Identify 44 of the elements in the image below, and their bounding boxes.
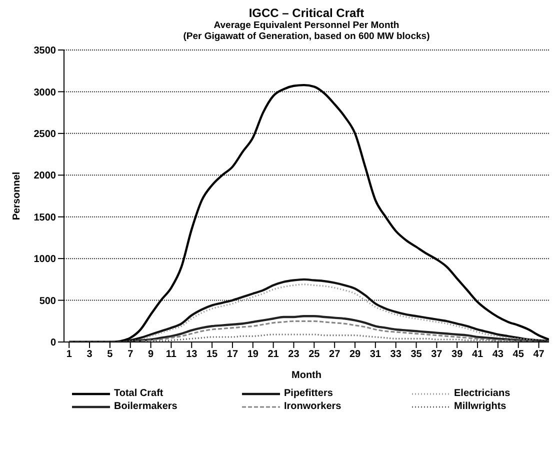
legend-label: Pipefitters bbox=[284, 388, 333, 399]
x-tick-label: 29 bbox=[349, 349, 361, 360]
legend-label: Millwrights bbox=[454, 401, 506, 412]
x-tick-label: 39 bbox=[452, 349, 464, 360]
legend-label: Electricians bbox=[454, 388, 510, 399]
y-tick-label: 3000 bbox=[34, 87, 56, 98]
x-tick-label: 7 bbox=[128, 349, 134, 360]
x-tick-label: 23 bbox=[288, 349, 300, 360]
y-tick-label: 1500 bbox=[34, 212, 56, 224]
x-tick-label: 47 bbox=[533, 349, 545, 360]
x-tick-label: 21 bbox=[268, 349, 280, 360]
x-tick-label: 9 bbox=[148, 349, 154, 360]
x-tick-label: 45 bbox=[512, 349, 524, 360]
line-series bbox=[68, 334, 549, 342]
x-tick-label: 1 bbox=[66, 349, 72, 360]
chart-title: IGCC – Critical Craft bbox=[248, 6, 366, 20]
line-series bbox=[68, 320, 549, 342]
x-tick-label: 35 bbox=[410, 349, 422, 360]
legend-label: Boilermakers bbox=[114, 401, 178, 412]
x-tick-label: 3 bbox=[86, 349, 93, 360]
x-tick-label: 31 bbox=[370, 349, 382, 360]
x-tick-label: 5 bbox=[107, 349, 114, 360]
y-tick-label: 3500 bbox=[34, 46, 56, 57]
y-tick-label: 0 bbox=[50, 338, 56, 349]
x-tick-label: 37 bbox=[431, 349, 443, 360]
chart-subtitle: Average Equivalent Personnel Per Month (Per Gigawatt of Generation, based on 600 MW blocks) bbox=[182, 20, 431, 42]
x-tick-label: 25 bbox=[308, 349, 320, 360]
y-tick-label: 2500 bbox=[34, 128, 56, 140]
x-tick-label: 17 bbox=[226, 349, 238, 360]
y-tick-label: 1000 bbox=[34, 254, 56, 266]
y-axis-title: Personnel bbox=[12, 172, 23, 220]
x-tick-label: 19 bbox=[247, 349, 259, 360]
legend-label: Total Craft bbox=[114, 388, 164, 399]
x-tick-label: 27 bbox=[329, 349, 341, 360]
x-tick-label: 11 bbox=[166, 349, 177, 360]
x-tick-label: 15 bbox=[206, 349, 218, 360]
x-tick-label: 41 bbox=[472, 349, 484, 360]
x-axis-title: Month bbox=[292, 370, 322, 381]
legend-label: Ironworkers bbox=[284, 401, 342, 412]
x-tick-label: 43 bbox=[492, 349, 504, 360]
y-tick-label: 500 bbox=[39, 296, 56, 307]
y-tick-label: 2000 bbox=[34, 170, 56, 182]
x-tick-label: 13 bbox=[186, 349, 198, 360]
x-tick-label: 33 bbox=[390, 349, 402, 360]
